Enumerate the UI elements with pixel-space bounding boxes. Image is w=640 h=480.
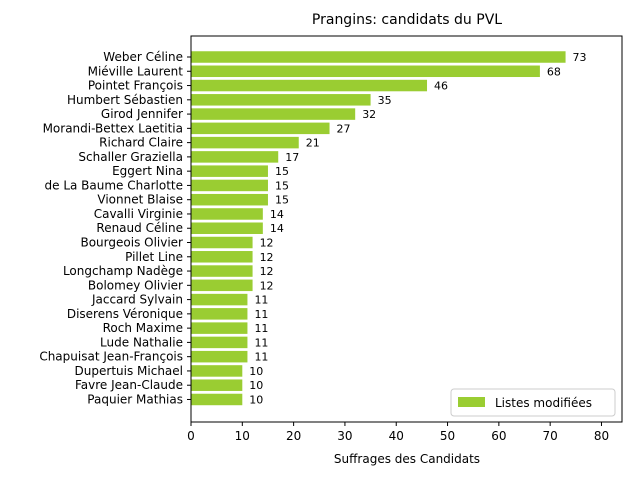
data-label: 32 — [362, 108, 376, 121]
data-label: 12 — [260, 265, 274, 278]
data-label: 35 — [378, 94, 392, 107]
data-label: 46 — [434, 80, 448, 93]
data-label: 21 — [306, 137, 320, 150]
data-label: 11 — [254, 351, 268, 364]
y-tick-label: Jaccard Sylvain — [91, 293, 183, 307]
bar — [191, 365, 243, 377]
chart-title: Prangins: candidats du PVL — [312, 12, 502, 28]
y-tick-label: Pointet François — [88, 79, 183, 93]
y-tick-label: Schaller Graziella — [78, 150, 183, 164]
data-label: 73 — [573, 51, 587, 64]
bar — [191, 379, 243, 391]
y-tick-label: Girod Jennifer — [101, 107, 183, 121]
x-tick-label: 60 — [491, 429, 506, 443]
bar — [191, 108, 356, 120]
x-tick-label: 0 — [187, 429, 195, 443]
y-tick-label: Bourgeois Olivier — [80, 236, 183, 250]
bar — [191, 279, 253, 292]
y-tick-label: Roch Maxime — [103, 321, 183, 335]
bar — [191, 251, 253, 263]
data-label: 11 — [254, 308, 268, 321]
bar — [191, 350, 248, 363]
data-label: 27 — [337, 122, 351, 135]
data-label: 11 — [254, 322, 268, 335]
data-label: 12 — [260, 279, 274, 292]
bar — [191, 65, 540, 78]
legend: Listes modifiées — [450, 388, 616, 417]
bar — [191, 336, 248, 349]
bar — [191, 208, 263, 220]
data-label: 15 — [275, 194, 289, 207]
x-tick-label: 80 — [594, 429, 609, 443]
x-tick-label: 70 — [543, 429, 558, 443]
y-tick-label: Vionnet Blaise — [97, 193, 183, 207]
x-axis-label: Suffrages des Candidats — [334, 452, 480, 466]
bar — [191, 322, 248, 334]
x-tick-label: 40 — [389, 429, 404, 443]
data-label: 68 — [547, 65, 561, 78]
y-tick-label: de La Baume Charlotte — [45, 178, 184, 192]
y-tick-label: Diserens Véronique — [67, 307, 183, 321]
data-label: 14 — [270, 208, 284, 221]
bar — [191, 293, 248, 306]
y-tick-label: Eggert Nina — [112, 164, 183, 178]
bar — [191, 179, 268, 192]
data-label: 14 — [270, 222, 284, 235]
bar — [191, 165, 268, 177]
bar — [191, 265, 253, 277]
data-label: 12 — [260, 237, 274, 250]
y-tick-label: Pillet Line — [125, 250, 183, 264]
y-tick-label: Paquier Mathias — [87, 392, 183, 406]
bar — [191, 308, 248, 320]
bar — [191, 51, 566, 63]
y-tick-label: Renaud Céline — [96, 221, 183, 235]
legend-box — [450, 388, 616, 417]
bar — [191, 393, 243, 406]
y-tick-label: Weber Céline — [103, 50, 183, 64]
bar — [191, 94, 371, 106]
legend-swatch — [458, 397, 485, 407]
y-tick-label: Richard Claire — [99, 136, 183, 150]
y-tick-label: Lude Nathalie — [100, 335, 183, 349]
data-label: 15 — [275, 179, 289, 192]
y-tick-label: Bolomey Olivier — [88, 278, 183, 292]
bar — [191, 122, 330, 135]
bar — [191, 151, 279, 163]
data-label: 11 — [254, 336, 268, 349]
y-tick-label: Humbert Sébastien — [67, 93, 183, 107]
x-tick-label: 30 — [337, 429, 352, 443]
bar — [191, 136, 299, 149]
data-label: 10 — [249, 365, 263, 378]
y-tick-label: Favre Jean-Claude — [75, 378, 183, 392]
data-label: 15 — [275, 165, 289, 178]
bar — [191, 79, 428, 92]
data-label: 10 — [249, 379, 263, 392]
x-tick-label: 10 — [235, 429, 250, 443]
y-tick-label: Cavalli Virginie — [94, 207, 183, 221]
data-label: 17 — [285, 151, 299, 164]
bar — [191, 222, 263, 234]
x-tick-label: 50 — [440, 429, 455, 443]
plot-frame — [190, 35, 623, 423]
y-tick-label: Morandi-Bettex Laetitia — [43, 121, 183, 135]
data-labels-group: 7368463532272117151515141412121212111111… — [249, 51, 586, 406]
bar — [191, 236, 253, 249]
x-tick-label: 20 — [286, 429, 301, 443]
data-label: 12 — [260, 251, 274, 264]
y-tick-label: Dupertuis Michael — [75, 364, 183, 378]
y-tick-label: Chapuisat Jean-François — [39, 350, 183, 364]
y-tick-label: Longchamp Nadège — [63, 264, 183, 278]
data-label: 11 — [254, 294, 268, 307]
bars-group — [191, 51, 566, 406]
data-label: 10 — [249, 393, 263, 406]
x-axis: 0 10 20 30 40 50 60 70 80 — [187, 422, 609, 443]
y-tick-label: Miéville Laurent — [88, 64, 184, 78]
bar — [191, 193, 268, 206]
legend-label: Listes modifiées — [495, 396, 592, 410]
